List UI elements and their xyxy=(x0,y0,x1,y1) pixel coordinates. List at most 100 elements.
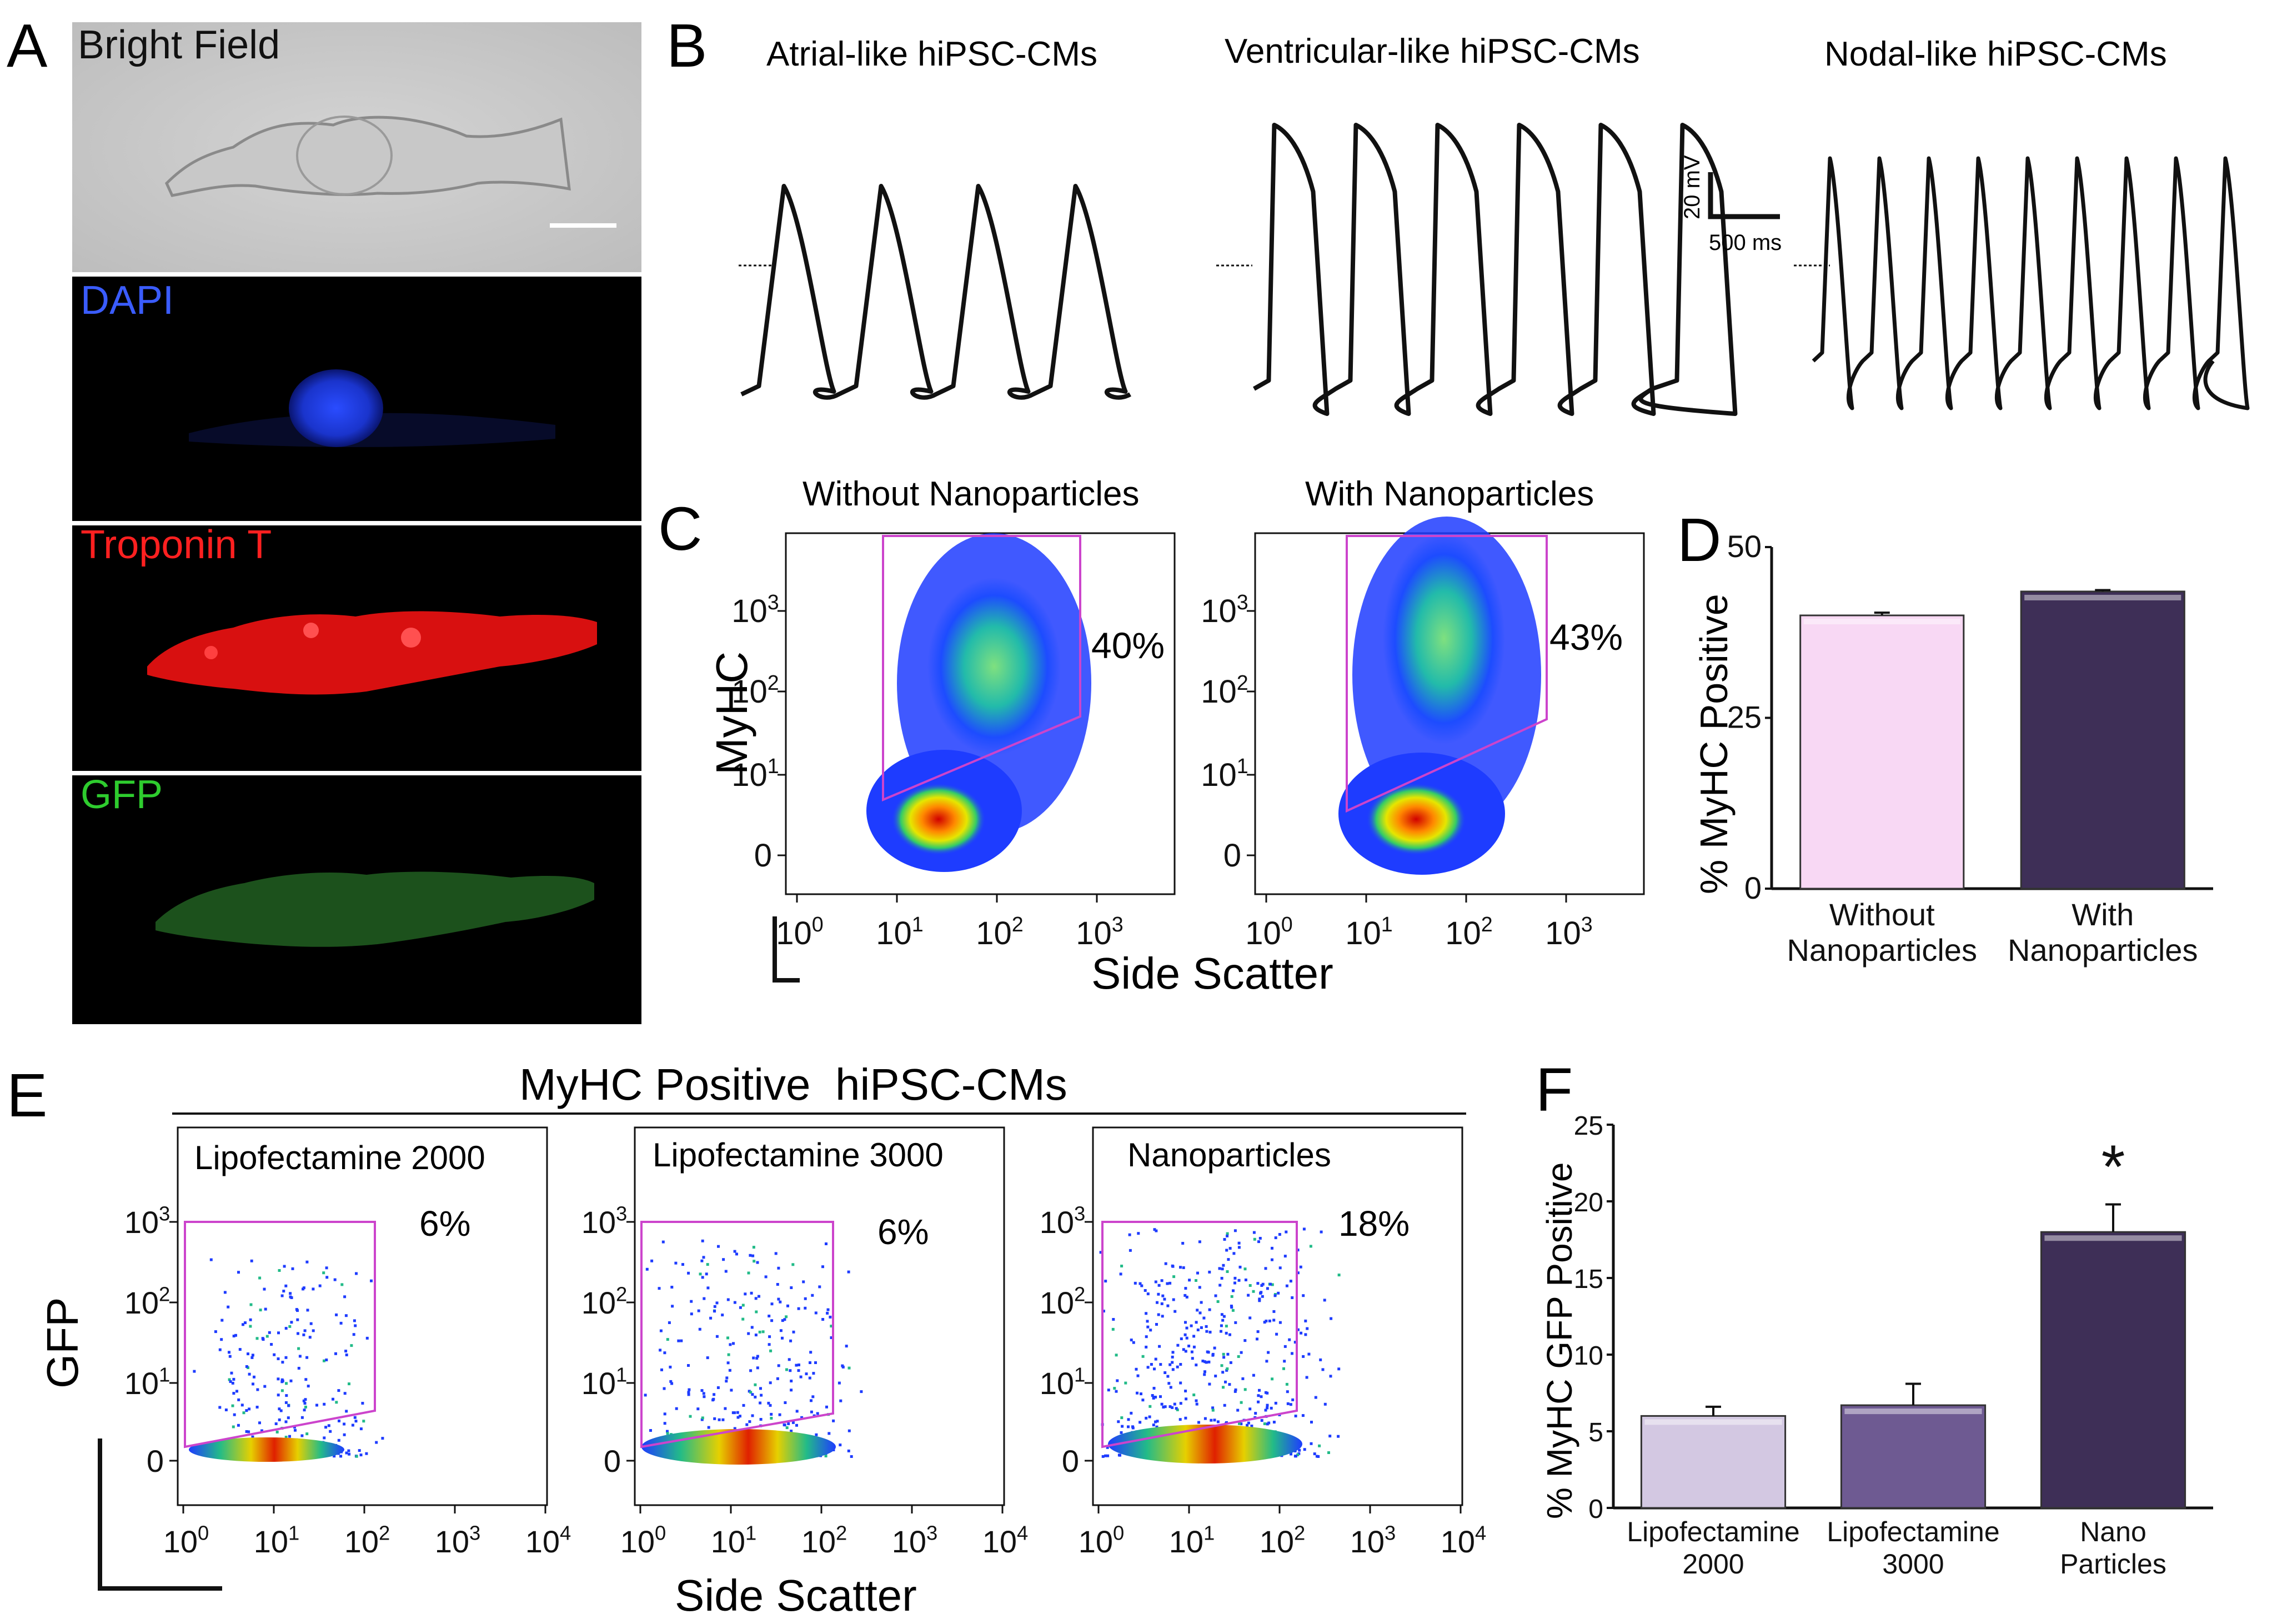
flow-e-scale-corner xyxy=(98,1438,222,1591)
scatter-dot xyxy=(818,1285,821,1289)
scatter-dot xyxy=(776,1283,779,1286)
scatter-dot xyxy=(795,1410,799,1413)
scatter-dot xyxy=(302,1287,304,1291)
scatter-dot xyxy=(354,1420,358,1423)
scatter-dot xyxy=(284,1401,288,1404)
x-tick-label: 103 xyxy=(435,1522,481,1559)
scatter-dot xyxy=(343,1295,347,1299)
scatter-dot xyxy=(232,1392,235,1395)
scatter-dot xyxy=(687,1271,690,1275)
scatter-dot xyxy=(1200,1301,1203,1304)
x-tick-label: 100 xyxy=(163,1522,209,1559)
scatter-dot xyxy=(343,1392,347,1395)
scatter-dot xyxy=(265,1335,269,1338)
scatter-dot xyxy=(1288,1338,1291,1341)
scatter-dot xyxy=(1176,1408,1179,1411)
flow-c-scale-corner xyxy=(773,916,800,983)
scatter-dot xyxy=(250,1356,254,1359)
scatter-dot xyxy=(770,1417,773,1420)
scatter-dot xyxy=(1240,1422,1243,1426)
scatter-dot xyxy=(340,1283,344,1286)
scatter-dot xyxy=(815,1433,818,1436)
trace-title-nodal: Nodal-like hiPSC-CMs xyxy=(1824,35,2167,73)
scatter-dot xyxy=(709,1316,713,1320)
scatter-dot xyxy=(214,1330,217,1334)
scatter-dot xyxy=(713,1417,716,1420)
scatter-dot xyxy=(783,1423,786,1427)
scatter-dot xyxy=(1175,1407,1178,1410)
scatter-dot xyxy=(1106,1446,1109,1449)
scatter-dot xyxy=(701,1276,704,1279)
scatter-dot xyxy=(1161,1294,1165,1297)
scatter-dot xyxy=(650,1259,654,1262)
scatter-dot xyxy=(784,1401,787,1404)
scatter-dot xyxy=(745,1423,749,1426)
scatter-dot xyxy=(1220,1364,1223,1367)
x-tick-label: 102 xyxy=(1445,913,1492,951)
scatter-dot xyxy=(1323,1299,1326,1302)
scatter-dot xyxy=(1257,1400,1260,1404)
scatter-dot xyxy=(220,1338,223,1341)
scatter-dot xyxy=(795,1364,798,1367)
scatter-dot xyxy=(1268,1319,1271,1322)
bar xyxy=(2020,590,2185,890)
scatter-dot xyxy=(1157,1313,1160,1316)
flow-percent-without: 40% xyxy=(1091,625,1165,666)
scatter-dot xyxy=(249,1303,253,1306)
bar-highlight xyxy=(1803,619,1960,624)
scatter-dot xyxy=(237,1271,240,1274)
scatter-dot xyxy=(1271,1258,1273,1261)
scatter-dot xyxy=(289,1292,292,1295)
scatter-dot xyxy=(779,1329,783,1332)
scatter-dot xyxy=(1203,1373,1206,1376)
bar xyxy=(1640,1415,1787,1509)
scatter-dot xyxy=(1241,1377,1245,1380)
scatter-dot xyxy=(1272,1319,1276,1322)
scatter-dot xyxy=(1155,1229,1158,1232)
scatter-dot xyxy=(1176,1344,1180,1347)
scatter-dot xyxy=(1181,1242,1185,1245)
scatter-dot xyxy=(1176,1365,1179,1369)
scatter-dot xyxy=(754,1334,758,1337)
scatter-dot xyxy=(345,1451,348,1455)
scatter-dot xyxy=(245,1430,248,1433)
scatter-dot xyxy=(353,1416,357,1419)
scatter-dot xyxy=(1296,1271,1300,1275)
y-tick-label: 0 xyxy=(604,1443,621,1478)
panel-d-letter: D xyxy=(1677,506,1721,574)
scatter-dot xyxy=(1116,1379,1119,1382)
scatter-dot xyxy=(231,1404,234,1407)
trace-atrial xyxy=(740,184,1131,400)
scatter-dot xyxy=(1207,1360,1211,1364)
scatter-dot xyxy=(800,1416,804,1419)
scatter-dot xyxy=(1220,1324,1223,1327)
scatter-dot xyxy=(1195,1279,1197,1282)
scatter-dot xyxy=(669,1365,672,1369)
scatter-dot xyxy=(1182,1266,1185,1269)
scatter-dot xyxy=(1208,1382,1211,1386)
scatter-dot xyxy=(812,1372,815,1375)
scatter-dot xyxy=(778,1413,781,1416)
scatter-dot xyxy=(1304,1319,1307,1322)
scatter-dot xyxy=(1115,1390,1118,1393)
scatter-dot xyxy=(1233,1281,1236,1285)
scatter-dot xyxy=(696,1407,700,1411)
scatter-dot xyxy=(1185,1397,1188,1401)
scatter-dot xyxy=(811,1294,814,1297)
panel-f-letter: F xyxy=(1536,1056,1573,1124)
y-tick-label: 103 xyxy=(581,1202,628,1240)
scatter-dot xyxy=(251,1435,254,1438)
flow-e-percent-3: 18% xyxy=(1338,1204,1410,1244)
scatter-dot xyxy=(1256,1337,1258,1341)
scatter-dot xyxy=(814,1361,817,1364)
scatter-dot xyxy=(1264,1409,1267,1412)
scatter-dot xyxy=(1228,1383,1231,1386)
scatter-dot xyxy=(233,1413,236,1416)
scatter-dot xyxy=(712,1397,715,1401)
scatter-dot xyxy=(365,1336,369,1340)
scatter-dot xyxy=(304,1398,307,1401)
bar xyxy=(1840,1404,1987,1509)
scatter-dot xyxy=(1224,1380,1227,1384)
scatter-dot xyxy=(1226,1352,1230,1356)
scatter-dot xyxy=(759,1387,762,1390)
